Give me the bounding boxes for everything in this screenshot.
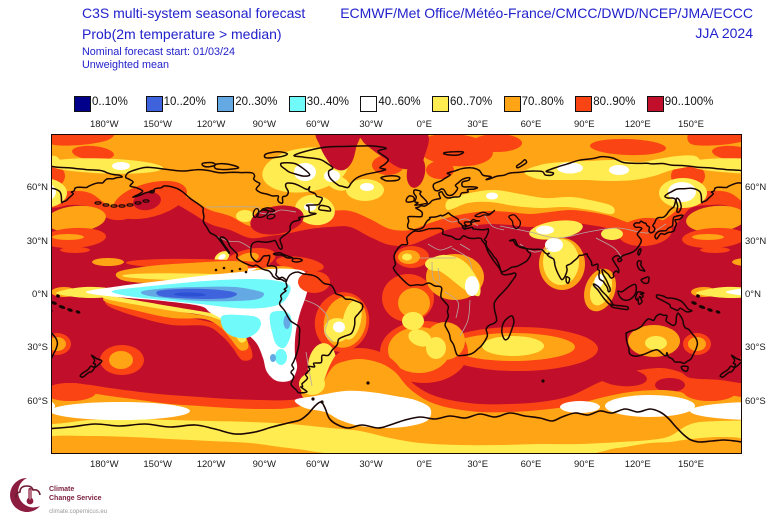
- svg-text:Change Service: Change Service: [49, 495, 102, 502]
- svg-text:Climate: Climate: [49, 486, 74, 493]
- svg-text:climate.copernicus.eu: climate.copernicus.eu: [49, 509, 107, 515]
